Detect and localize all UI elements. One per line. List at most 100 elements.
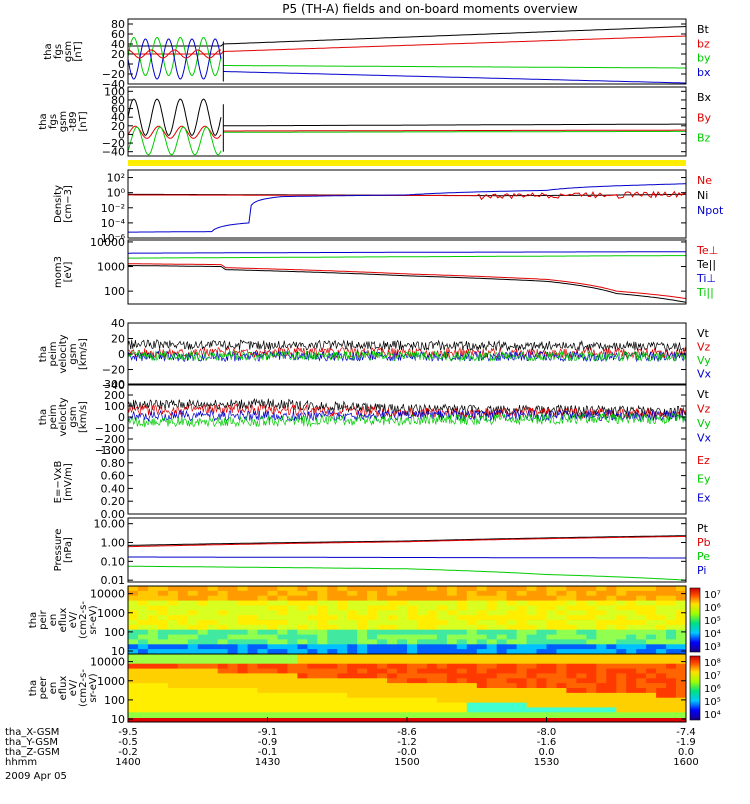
ytick-label: −40 — [102, 78, 125, 91]
spectrogram-cell — [646, 629, 657, 636]
spectrogram-cell — [357, 688, 368, 694]
spectrogram-cell — [426, 624, 438, 631]
spectrogram-cell — [516, 673, 528, 679]
spectrogram-cell — [536, 605, 547, 611]
spectrogram-cell — [207, 649, 219, 655]
spectrogram-cell — [317, 668, 328, 674]
spectrogram-cell — [536, 712, 547, 718]
spectrogram-cell — [417, 702, 428, 708]
spectrogram-cell — [576, 595, 587, 602]
legend-Vy: Vy — [697, 354, 711, 367]
spectrogram-cell — [656, 595, 667, 602]
spectrogram-cell — [397, 600, 408, 606]
spectrogram-cell — [128, 615, 139, 621]
legend-Te||: Te|| — [696, 258, 716, 271]
spectrogram-cell — [666, 702, 677, 708]
spectrogram-cell — [596, 600, 607, 606]
spectrogram-cell — [486, 624, 498, 631]
spectrogram-cell — [526, 639, 538, 645]
spectrogram-cell — [287, 615, 298, 621]
spectrogram-cell — [476, 649, 488, 655]
panel-frame — [127, 18, 687, 85]
spectrogram-cell — [546, 629, 557, 636]
ytick-label: 100 — [104, 85, 125, 98]
spectrogram-cell — [167, 629, 179, 636]
spectrogram-cell — [377, 595, 388, 602]
spectrogram-cell — [197, 649, 209, 655]
spectrogram-cell — [227, 712, 239, 718]
spectrogram-cell — [128, 586, 139, 592]
spectrogram-cell — [207, 620, 219, 626]
spectrogram-cell — [227, 707, 239, 713]
spectrogram-cell — [187, 615, 199, 621]
spectrogram-cell — [586, 649, 597, 655]
spectrogram-cell — [327, 600, 338, 606]
spectrogram-cell — [407, 629, 418, 636]
spectrogram-cell — [367, 624, 378, 631]
spectrogram-cell — [297, 605, 308, 611]
spectrogram-cell — [277, 590, 288, 597]
spectrogram-cell — [576, 615, 587, 621]
spectrogram-cell — [377, 658, 388, 665]
spectrogram-cell — [257, 644, 268, 650]
spectrogram-cell — [128, 649, 139, 655]
spectrogram-cell — [556, 678, 567, 684]
spectrogram-cell — [217, 624, 229, 631]
spectrogram-cell — [636, 673, 647, 679]
spectrogram-cell — [257, 610, 268, 616]
spectrogram-cell — [307, 649, 318, 655]
xrow-value: -0.1 — [258, 747, 278, 758]
spectrogram-cell — [466, 629, 478, 636]
spectrogram-cell — [426, 620, 438, 626]
spectrogram-cell — [656, 702, 667, 708]
spectrogram-cell — [128, 683, 139, 689]
spectrogram-cell — [606, 663, 617, 670]
spectrogram-cell — [666, 615, 677, 621]
spectrogram-cell — [466, 654, 478, 660]
spectrogram-cell — [656, 624, 667, 631]
spectrogram-cell — [387, 668, 398, 674]
spectrogram-cell — [367, 668, 378, 674]
spectrogram-cell — [646, 673, 657, 679]
spectrogram-cell — [456, 629, 468, 636]
spectrogram-cell — [436, 620, 448, 626]
spectrogram-cell — [187, 712, 199, 718]
spectrogram-cell — [128, 590, 139, 597]
spectrogram-cell — [576, 610, 587, 616]
ylabel-line: [mV/m] — [63, 463, 74, 501]
spectrogram-cell — [586, 610, 597, 616]
spectrogram-cell — [177, 683, 189, 689]
spectrogram-cell — [317, 590, 328, 597]
spectrogram-cell — [417, 663, 428, 670]
spectrogram-cell — [466, 712, 478, 718]
spectrogram-cell — [606, 668, 617, 674]
spectrogram-cell — [576, 600, 587, 606]
spectrogram-cell — [407, 707, 418, 713]
ytick-label: 100 — [104, 285, 125, 298]
spectrogram-cell — [506, 639, 518, 645]
spectrogram-cell — [387, 654, 398, 660]
spectrogram-cell — [546, 702, 557, 708]
spectrogram-cell — [436, 654, 448, 660]
spectrogram-cell — [387, 605, 398, 611]
spectrogram-cell — [297, 649, 308, 655]
spectrogram-cell — [666, 697, 677, 704]
spectrogram-cell — [207, 639, 219, 645]
spectrogram-cell — [446, 663, 458, 670]
spectrogram-cell — [486, 692, 498, 699]
spectrogram-cell — [167, 610, 179, 616]
spectrogram-cell — [227, 683, 239, 689]
spectrogram-cell — [656, 707, 667, 713]
spectrogram-cell — [516, 668, 528, 674]
spectrogram-cell — [197, 620, 209, 626]
spectrogram-cell — [267, 634, 278, 640]
ytick-label: 40 — [111, 111, 125, 124]
spectrogram-cell — [516, 634, 528, 640]
spectrogram-cell — [207, 692, 219, 699]
spectrogram-cell — [566, 673, 577, 679]
spectrogram-cell — [237, 668, 249, 674]
spectrogram-cell — [207, 586, 219, 592]
spectrogram-cell — [486, 610, 498, 616]
spectrogram-cell — [138, 605, 149, 611]
